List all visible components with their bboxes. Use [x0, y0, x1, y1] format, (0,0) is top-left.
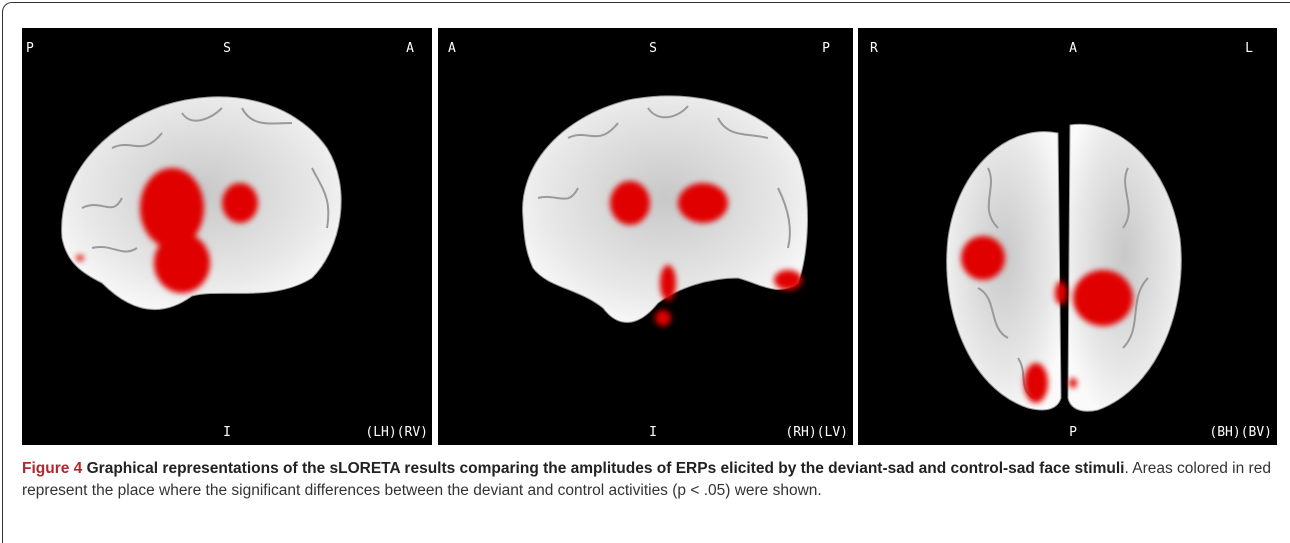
brain-hemisphere — [946, 131, 1062, 411]
orientation-label: A — [406, 41, 414, 56]
caption-body: . Areas colored in red represent the pla… — [22, 460, 1271, 499]
figure-label: Figure 4 — [22, 460, 83, 477]
panel: P S A I (LH)(RV) — [22, 28, 432, 445]
activation — [76, 168, 258, 293]
activation — [610, 181, 802, 326]
orientation-label: S — [649, 41, 657, 56]
view-label: (BH)(BV) — [1209, 425, 1272, 440]
orientation-label: L — [1245, 41, 1253, 56]
panel-image: P S A I (LH)(RV) — [26, 41, 428, 440]
orientation-label: A — [448, 41, 456, 56]
brain — [522, 95, 808, 323]
caption: Figure 4 Graphical representations of th… — [22, 458, 1284, 502]
orientation-label: S — [223, 41, 231, 56]
panel: A S P I (RH)(LV) — [438, 28, 853, 445]
panel: R A L P (BH)(BV) — [858, 28, 1277, 445]
caption-title: Graphical representations of the sLORETA… — [86, 460, 1125, 477]
brain-hemisphere — [1067, 123, 1182, 412]
panel-image: R A L P (BH)(BV) — [870, 41, 1272, 440]
orientation-label: A — [1069, 41, 1077, 56]
view-label: (RH)(LV) — [785, 425, 848, 440]
activation — [961, 236, 1133, 403]
orientation-label: P — [1069, 425, 1077, 440]
orientation-label: I — [649, 425, 657, 440]
orientation-label: I — [223, 425, 231, 440]
gyri — [81, 107, 330, 253]
orientation-label: R — [870, 41, 878, 56]
panel-image: A S P I (RH)(LV) — [448, 41, 848, 440]
orientation-label: P — [822, 41, 830, 56]
gyri — [537, 105, 791, 249]
view-label: (LH)(RV) — [365, 425, 428, 440]
orientation-label: P — [26, 41, 34, 56]
